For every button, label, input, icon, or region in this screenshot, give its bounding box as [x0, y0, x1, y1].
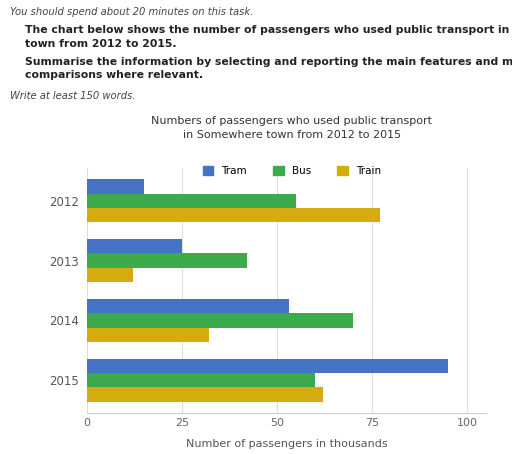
Bar — [87, 268, 133, 282]
Bar — [87, 299, 289, 313]
Bar — [87, 313, 353, 328]
Bar — [87, 194, 296, 208]
Bar — [87, 373, 315, 387]
Bar — [87, 387, 323, 402]
Text: town from 2012 to 2015.: town from 2012 to 2015. — [10, 39, 177, 49]
Text: Write at least 150 words.: Write at least 150 words. — [10, 91, 136, 101]
Text: Numbers of passengers who used public transport
in Somewhere town from 2012 to 2: Numbers of passengers who used public tr… — [152, 116, 432, 140]
Bar — [87, 179, 144, 194]
Text: You should spend about 20 minutes on this task.: You should spend about 20 minutes on thi… — [10, 7, 253, 17]
Bar — [87, 239, 182, 253]
Text: The chart below shows the number of passengers who used public transport in some: The chart below shows the number of pass… — [10, 25, 512, 35]
Legend: Tram, Bus, Train: Tram, Bus, Train — [199, 162, 385, 180]
Text: comparisons where relevant.: comparisons where relevant. — [10, 70, 203, 80]
Text: Summarise the information by selecting and reporting the main features and make: Summarise the information by selecting a… — [10, 57, 512, 67]
Bar — [87, 359, 449, 373]
Bar — [87, 208, 380, 222]
X-axis label: Number of passengers in thousands: Number of passengers in thousands — [186, 439, 388, 449]
Bar — [87, 328, 209, 342]
Bar — [87, 253, 247, 268]
